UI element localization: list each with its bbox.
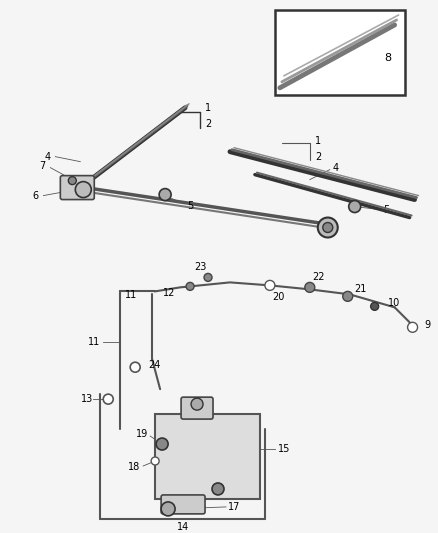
Bar [275, 10, 405, 95]
Text: 23: 23 [194, 262, 206, 272]
Circle shape [305, 282, 315, 293]
Circle shape [156, 438, 168, 450]
Text: 2: 2 [315, 152, 321, 161]
Circle shape [204, 273, 212, 281]
Circle shape [130, 362, 140, 372]
Text: 5: 5 [384, 205, 390, 215]
Text: 4: 4 [333, 163, 339, 173]
Circle shape [371, 302, 379, 310]
Circle shape [186, 282, 194, 290]
Text: 20: 20 [272, 293, 284, 302]
Text: 7: 7 [39, 160, 46, 171]
Text: 6: 6 [32, 191, 39, 200]
Text: 5: 5 [187, 200, 193, 211]
Circle shape [343, 292, 353, 301]
Text: 12: 12 [163, 288, 175, 298]
Circle shape [151, 457, 159, 465]
Text: 13: 13 [81, 394, 93, 404]
Circle shape [191, 398, 203, 410]
Circle shape [349, 200, 361, 213]
Text: 22: 22 [312, 272, 324, 282]
Circle shape [323, 222, 333, 232]
Circle shape [318, 217, 338, 238]
Text: 1: 1 [315, 136, 321, 146]
Circle shape [103, 394, 113, 404]
Text: 24: 24 [148, 360, 161, 370]
Text: 11: 11 [125, 290, 138, 301]
Text: 4: 4 [44, 152, 50, 161]
FancyBboxPatch shape [161, 495, 205, 514]
Circle shape [159, 189, 171, 200]
Circle shape [75, 182, 91, 198]
FancyBboxPatch shape [181, 397, 213, 419]
Text: 10: 10 [388, 298, 400, 309]
FancyBboxPatch shape [60, 175, 94, 199]
Text: 1: 1 [205, 103, 211, 113]
Circle shape [68, 176, 76, 184]
Text: 11: 11 [88, 337, 100, 348]
Circle shape [265, 280, 275, 290]
Text: 17: 17 [228, 502, 240, 512]
Bar [155, 414, 260, 499]
Text: 18: 18 [128, 462, 140, 472]
Text: 15: 15 [278, 444, 290, 454]
Text: 19: 19 [136, 429, 148, 439]
Text: 8: 8 [384, 53, 391, 63]
Circle shape [408, 322, 417, 332]
Text: 2: 2 [205, 119, 211, 129]
Text: 9: 9 [424, 320, 431, 330]
Text: 14: 14 [177, 522, 189, 532]
Text: 21: 21 [355, 285, 367, 294]
Circle shape [212, 483, 224, 495]
Circle shape [161, 502, 175, 516]
Text: 16: 16 [228, 484, 240, 494]
